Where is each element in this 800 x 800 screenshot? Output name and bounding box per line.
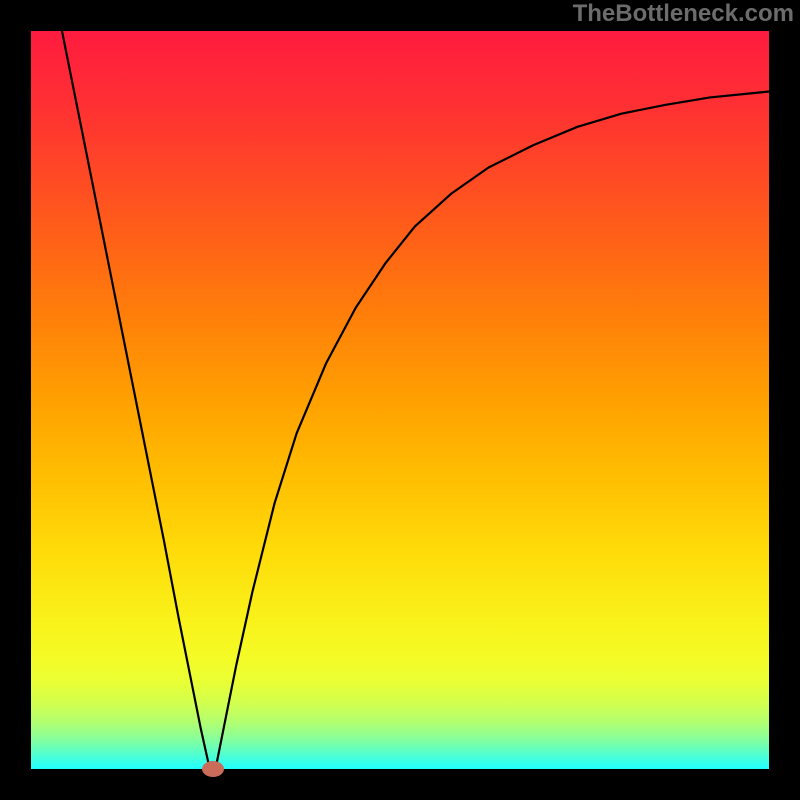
figure-root: TheBottleneck.com bbox=[0, 0, 800, 800]
plot-area bbox=[31, 31, 769, 769]
optimum-marker bbox=[202, 761, 224, 777]
bottleneck-curve bbox=[62, 31, 769, 769]
watermark-text: TheBottleneck.com bbox=[573, 0, 794, 28]
curve-layer bbox=[31, 31, 769, 769]
